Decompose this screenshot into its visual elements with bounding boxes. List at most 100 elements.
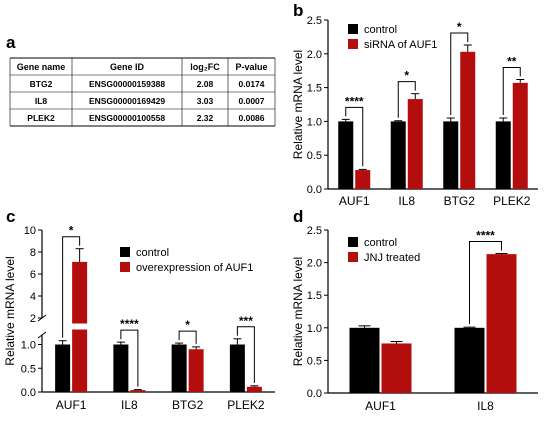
table-cell: ENSG00000169429 bbox=[89, 96, 165, 106]
significance-bracket bbox=[62, 236, 81, 338]
bar bbox=[486, 254, 517, 393]
y-tick-label: 0.5 bbox=[307, 355, 322, 367]
y-tick-label: 0.0 bbox=[307, 388, 322, 400]
table-cell: IL8 bbox=[35, 96, 48, 106]
x-tick-label: IL8 bbox=[477, 399, 494, 413]
panel-letter-a: a bbox=[6, 33, 16, 52]
table-cell: ENSG00000100558 bbox=[89, 113, 165, 123]
table-cell: BTG2 bbox=[30, 79, 53, 89]
table-cell: 3.03 bbox=[197, 96, 214, 106]
table-cell: PLEK2 bbox=[27, 113, 55, 123]
table-cell: 2.08 bbox=[197, 79, 214, 89]
legend-label-1: JNJ treated bbox=[364, 252, 420, 264]
y-tick-label: 10 bbox=[24, 225, 36, 237]
bar-break-gap bbox=[71, 323, 89, 330]
y-axis-title: Relative mRNA level bbox=[291, 50, 305, 159]
chart-panel-c: 0.0 0.5 1.0 2 4 6 8 10 Relative mRNA level * AUF1 *… bbox=[3, 224, 275, 412]
significance-bracket bbox=[469, 240, 502, 325]
y-tick-label: 8 bbox=[30, 247, 36, 259]
legend-swatch-0 bbox=[120, 247, 130, 257]
bar bbox=[171, 344, 187, 392]
significance-label: * bbox=[404, 69, 409, 83]
significance-bracket bbox=[178, 330, 197, 344]
significance-bracket bbox=[236, 326, 255, 383]
y-tick-label: 2.0 bbox=[307, 49, 322, 61]
x-tick-label: PLEK2 bbox=[493, 194, 531, 208]
y-tick-label: 2 bbox=[30, 313, 36, 325]
significance-label: *** bbox=[239, 314, 253, 328]
y-tick-label: 0.5 bbox=[307, 150, 322, 162]
legend-label-0: control bbox=[364, 237, 397, 249]
bar bbox=[355, 170, 371, 189]
bar bbox=[407, 99, 423, 189]
panel-letter-b: b bbox=[293, 1, 303, 20]
y-tick-label: 1.5 bbox=[307, 290, 322, 302]
table-cell: 0.0174 bbox=[239, 79, 265, 89]
x-tick-label: BTG2 bbox=[172, 398, 204, 412]
y-axis-title: Relative mRNA level bbox=[291, 257, 305, 366]
legend-swatch-0 bbox=[348, 24, 358, 34]
y-tick-label: 6 bbox=[30, 269, 36, 281]
significance-bracket bbox=[345, 106, 364, 167]
significance-bracket bbox=[502, 66, 521, 116]
y-tick-label: 0.5 bbox=[21, 363, 36, 375]
bar bbox=[390, 121, 406, 189]
y-tick-label: 1.0 bbox=[307, 116, 322, 128]
significance-label: ** bbox=[507, 54, 517, 68]
legend-label-0: control bbox=[364, 24, 397, 36]
y-tick-label: 0.0 bbox=[307, 184, 322, 196]
y-tick-label: 4 bbox=[30, 291, 36, 303]
chart-panel-d: 0.0 0.5 1.0 1.5 2.0 2.5 Relative mRNA level AUF… bbox=[291, 225, 538, 413]
legend-swatch-1 bbox=[348, 39, 358, 49]
y-tick-label: 2.0 bbox=[307, 258, 322, 270]
table-cell: ENSG00000159388 bbox=[89, 79, 165, 89]
bar bbox=[55, 344, 71, 392]
legend-swatch-1 bbox=[348, 252, 358, 262]
bar bbox=[512, 82, 528, 189]
table-header-cell: Gene ID bbox=[110, 62, 145, 72]
bar bbox=[443, 121, 459, 189]
bar bbox=[229, 344, 245, 392]
y-tick-label: 1.5 bbox=[307, 83, 322, 95]
significance-label: * bbox=[185, 318, 190, 332]
significance-label: **** bbox=[345, 94, 364, 108]
axis-break-mark bbox=[37, 314, 47, 322]
table-header-cell: log₂FC bbox=[190, 62, 220, 72]
x-tick-label: AUF1 bbox=[365, 399, 396, 413]
table-header-cell: Gene name bbox=[17, 62, 66, 72]
panel-letter-c: c bbox=[6, 207, 15, 226]
significance-label: * bbox=[457, 20, 462, 34]
legend-label-0: control bbox=[136, 247, 169, 259]
bar bbox=[188, 349, 204, 392]
bar bbox=[130, 390, 146, 392]
legend-label-1: overexpression of AUF1 bbox=[136, 262, 253, 274]
bar bbox=[338, 121, 354, 189]
significance-bracket bbox=[120, 329, 139, 387]
x-tick-label: AUF1 bbox=[339, 194, 370, 208]
legend-swatch-0 bbox=[348, 237, 358, 247]
y-tick-label: 1.0 bbox=[307, 323, 322, 335]
x-tick-label: AUF1 bbox=[56, 398, 87, 412]
gene-table: Gene name Gene ID log₂FC P-value BTG2 ENSG000… bbox=[9, 57, 276, 127]
bar bbox=[454, 327, 485, 393]
table-cell: 0.0007 bbox=[239, 96, 265, 106]
table-cell: 2.32 bbox=[197, 113, 214, 123]
x-tick-label: IL8 bbox=[121, 398, 138, 412]
x-tick-label: BTG2 bbox=[444, 194, 476, 208]
bar bbox=[113, 344, 129, 392]
bar bbox=[349, 327, 380, 393]
significance-bracket bbox=[397, 81, 416, 118]
bar bbox=[495, 121, 511, 189]
y-tick-label: 2.5 bbox=[307, 225, 322, 237]
x-tick-label: PLEK2 bbox=[227, 398, 265, 412]
table-header-cell: P-value bbox=[235, 62, 267, 72]
significance-label: **** bbox=[476, 228, 495, 242]
y-tick-label: 1.0 bbox=[21, 340, 36, 352]
table-cell: 0.0086 bbox=[239, 113, 265, 123]
y-tick-label: 2.5 bbox=[307, 15, 322, 27]
y-tick-label: 0.0 bbox=[21, 387, 36, 399]
axis-break-mark bbox=[37, 331, 47, 339]
significance-label: **** bbox=[120, 317, 139, 331]
legend-label-1: siRNA of AUF1 bbox=[364, 39, 437, 51]
